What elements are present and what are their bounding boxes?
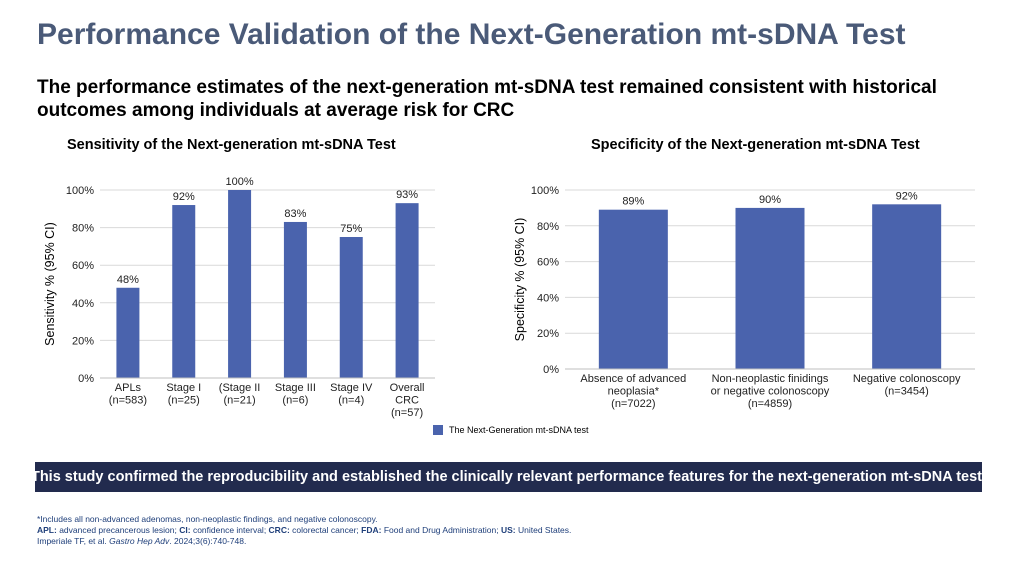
data-label: 93% bbox=[396, 189, 418, 201]
sensitivity-chart-title: Sensitivity of the Next-generation mt-sD… bbox=[67, 137, 396, 153]
x-tick-label: Stage I bbox=[166, 382, 201, 394]
specificity-chart-title: Specificity of the Next-generation mt-sD… bbox=[591, 137, 920, 153]
bar bbox=[116, 287, 140, 378]
y-tick-label: 40% bbox=[72, 298, 94, 310]
data-label: 75% bbox=[340, 223, 362, 235]
x-tick-label: neoplasia* bbox=[608, 386, 660, 398]
footnote-abbreviations: APL: advanced precancerous lesion; CI: c… bbox=[37, 525, 571, 536]
x-tick-label: APLs bbox=[115, 382, 142, 394]
y-axis-label: Specificity % (95% CI) bbox=[513, 218, 527, 342]
chart-legend: The Next-Generation mt-sDNA test bbox=[433, 425, 589, 435]
x-tick-label: (n=3454) bbox=[884, 386, 928, 398]
data-label: 48% bbox=[117, 274, 139, 286]
page-title: Performance Validation of the Next-Gener… bbox=[37, 18, 906, 51]
x-tick-label: CRC bbox=[395, 395, 419, 407]
x-tick-label: (n=6) bbox=[282, 395, 308, 407]
abbr-crc-text: colorectal cancer; bbox=[289, 525, 362, 535]
y-tick-label: 40% bbox=[537, 292, 559, 304]
y-tick-label: 60% bbox=[537, 257, 559, 269]
footnotes: *Includes all non-advanced adenomas, non… bbox=[37, 514, 571, 547]
y-tick-label: 0% bbox=[543, 364, 559, 376]
page-subtitle: The performance estimates of the next-ge… bbox=[37, 77, 937, 121]
data-label: 92% bbox=[896, 190, 918, 202]
bar bbox=[598, 209, 668, 369]
bar bbox=[228, 190, 252, 378]
x-tick-label: (n=583) bbox=[109, 395, 147, 407]
specificity-chart: 0% 20% 40% 60% 80% 100% Specificity % (95% CI)… bbox=[513, 185, 975, 410]
abbr-crc: CRC: bbox=[268, 525, 290, 535]
bar bbox=[339, 237, 363, 378]
data-label: 83% bbox=[284, 208, 306, 220]
legend-label: The Next-Generation mt-sDNA test bbox=[449, 425, 589, 435]
abbr-apl-text: advanced precancerous lesion; bbox=[56, 525, 180, 535]
footnote-line-1: *Includes all non-advanced adenomas, non… bbox=[37, 514, 378, 524]
y-tick-label: 20% bbox=[72, 335, 94, 347]
y-tick-label: 100% bbox=[531, 185, 559, 197]
x-tick-label: Absence of advanced bbox=[580, 373, 686, 385]
abbr-ci-text: confidence interval; bbox=[190, 525, 269, 535]
x-tick-label: Stage III bbox=[275, 382, 316, 394]
bar bbox=[735, 207, 805, 369]
x-tick-label: Overall bbox=[390, 382, 425, 394]
y-tick-label: 80% bbox=[72, 223, 94, 235]
x-tick-label: (n=57) bbox=[391, 407, 423, 419]
data-label: 89% bbox=[622, 196, 644, 208]
y-tick-label: 60% bbox=[72, 260, 94, 272]
x-tick-label: (n=4859) bbox=[748, 398, 792, 410]
bar bbox=[172, 205, 196, 378]
y-tick-label: 100% bbox=[66, 185, 94, 197]
sensitivity-chart: 0% 20% 40% 60% 80% 100% Sensitivity % (95% CI)… bbox=[43, 176, 435, 419]
bar bbox=[283, 221, 307, 378]
abbr-ci: CI: bbox=[179, 525, 191, 535]
x-tick-label: (n=21) bbox=[224, 395, 256, 407]
abbr-fda-text: Food and Drug Administration; bbox=[381, 525, 501, 535]
citation-authors: Imperiale TF, et al. bbox=[37, 536, 110, 546]
abbr-fda: FDA: bbox=[361, 525, 382, 535]
conclusion-banner: This study confirmed the reproducibility… bbox=[31, 462, 986, 492]
y-axis-label: Sensitivity % (95% CI) bbox=[43, 222, 57, 346]
abbr-apl: APL: bbox=[37, 525, 57, 535]
citation-details: . 2024;3(6):740-748. bbox=[169, 536, 247, 546]
abbr-us: US: bbox=[501, 525, 516, 535]
bar bbox=[395, 203, 419, 378]
x-tick-label: Negative colonoscopy bbox=[853, 373, 961, 385]
citation-journal: Gastro Hep Adv bbox=[109, 536, 170, 546]
x-tick-label: (n=7022) bbox=[611, 398, 655, 410]
abbr-us-text: United States. bbox=[515, 525, 572, 535]
x-tick-label: Non-neoplastic finidings bbox=[712, 373, 829, 385]
x-tick-label: (Stage II bbox=[219, 382, 261, 394]
x-tick-label: Stage IV bbox=[330, 382, 373, 394]
citation: Imperiale TF, et al. Gastro Hep Adv. 202… bbox=[37, 536, 571, 547]
data-label: 92% bbox=[173, 191, 195, 203]
y-tick-label: 20% bbox=[537, 328, 559, 340]
x-tick-label: or negative colonoscopy bbox=[711, 386, 830, 398]
data-label: 100% bbox=[226, 176, 254, 188]
x-tick-label: (n=25) bbox=[168, 395, 200, 407]
bar bbox=[872, 204, 942, 369]
y-tick-label: 0% bbox=[78, 373, 94, 385]
y-tick-label: 80% bbox=[537, 221, 559, 233]
data-label: 90% bbox=[759, 194, 781, 206]
legend-swatch bbox=[433, 425, 443, 435]
x-tick-label: (n=4) bbox=[338, 395, 364, 407]
